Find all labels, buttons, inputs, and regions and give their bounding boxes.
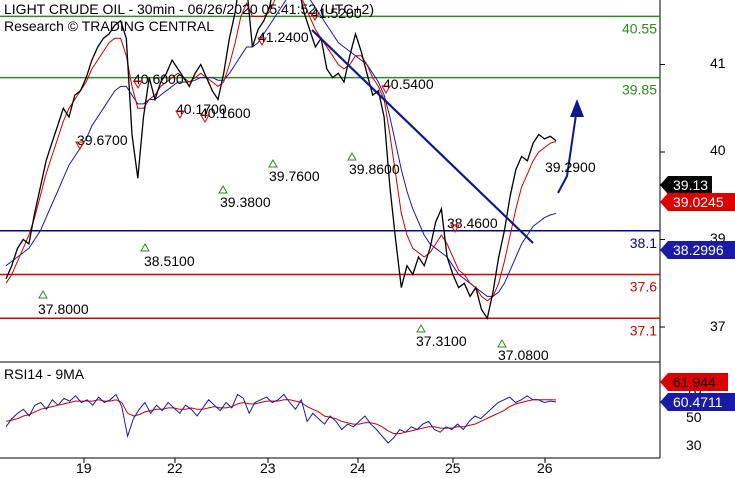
value-badge-text: 60.4711 <box>673 394 723 410</box>
level-label: 37.1 <box>630 322 657 338</box>
price-label: 40.1600 <box>200 105 251 121</box>
rsi-axis: 70 50 30 <box>686 382 702 453</box>
time-tick: 19 <box>76 460 92 476</box>
value-badge <box>660 393 735 411</box>
price-label: 37.0800 <box>498 347 549 363</box>
level-label: 37.6 <box>630 279 657 295</box>
price-label: 37.8000 <box>38 301 89 317</box>
price-label: 37.3100 <box>416 333 467 349</box>
price-line <box>5 0 557 320</box>
value-badge <box>660 193 735 211</box>
level-label: 38.1 <box>630 235 657 251</box>
price-label: 40.5400 <box>383 76 434 92</box>
ma-slow-line <box>5 0 557 297</box>
low-marker <box>38 289 48 299</box>
forecast-arrow <box>557 107 578 194</box>
high-marker <box>175 110 185 120</box>
rsi-tick: 30 <box>686 437 702 453</box>
high-marker <box>257 37 267 47</box>
price-label: 40.6000 <box>133 71 184 87</box>
level-label: 40.55 <box>622 20 657 36</box>
high-marker <box>450 224 460 234</box>
value-badge <box>660 241 735 259</box>
price-label: 39.6700 <box>77 132 128 148</box>
price-label: 40.1700 <box>176 101 227 117</box>
price-label: 38.4600 <box>447 215 498 231</box>
price-label: 39.7600 <box>269 168 320 184</box>
high-marker <box>381 85 391 95</box>
price-tick: 40 <box>710 142 726 158</box>
rsi-ma-line <box>5 399 557 435</box>
price-tick: 41 <box>710 55 726 71</box>
price-tick: 37 <box>710 318 726 334</box>
time-tick: 26 <box>537 460 553 476</box>
value-badge-text: 39.0245 <box>673 194 724 210</box>
low-marker <box>416 323 426 333</box>
low-marker <box>218 184 228 194</box>
time-tick-marks <box>83 64 665 463</box>
trend-line <box>311 29 534 244</box>
high-marker <box>310 12 320 22</box>
low-marker <box>347 151 357 161</box>
value-badge-text: 39.13 <box>673 177 708 193</box>
high-marker <box>75 141 85 151</box>
time-tick: 25 <box>445 460 461 476</box>
low-marker <box>140 242 150 252</box>
chart-subtitle: Research © TRADING CENTRAL <box>4 18 214 34</box>
value-badge <box>660 176 712 194</box>
price-label: 39.8600 <box>349 161 400 177</box>
chart-title: LIGHT CRUDE OIL - 30min - 06/26/2020 05:… <box>4 1 374 17</box>
forecast-arrowhead <box>570 99 584 117</box>
level-label: 39.85 <box>622 82 657 98</box>
price-label: 39.3800 <box>220 194 271 210</box>
price-label: 38.5100 <box>144 253 195 269</box>
value-badge <box>660 373 728 391</box>
price-label: 41.5200 <box>311 5 362 21</box>
rsi-line <box>5 393 557 444</box>
time-tick: 22 <box>167 460 183 476</box>
value-badge-text: 61.944 <box>673 374 716 390</box>
high-marker <box>133 80 143 90</box>
time-tick: 23 <box>260 460 276 476</box>
price-label: 41.2400 <box>258 29 309 45</box>
time-axis: 19 22 23 24 25 26 <box>76 460 553 476</box>
time-tick: 24 <box>350 460 366 476</box>
rsi-title: RSI14 - 9MA <box>4 366 85 382</box>
levels-layer: 40.55 39.85 38.1 37.6 37.1 <box>0 15 660 338</box>
price-series-layer <box>5 0 557 320</box>
low-marker <box>497 338 507 348</box>
ma-fast-line <box>5 0 557 302</box>
price-label: 39.2900 <box>545 159 596 175</box>
value-badge-text: 38.2996 <box>673 242 724 258</box>
rsi-tick: 50 <box>686 409 702 425</box>
low-marker <box>268 158 278 168</box>
rsi-series-layer <box>5 393 557 444</box>
high-marker <box>200 114 210 124</box>
